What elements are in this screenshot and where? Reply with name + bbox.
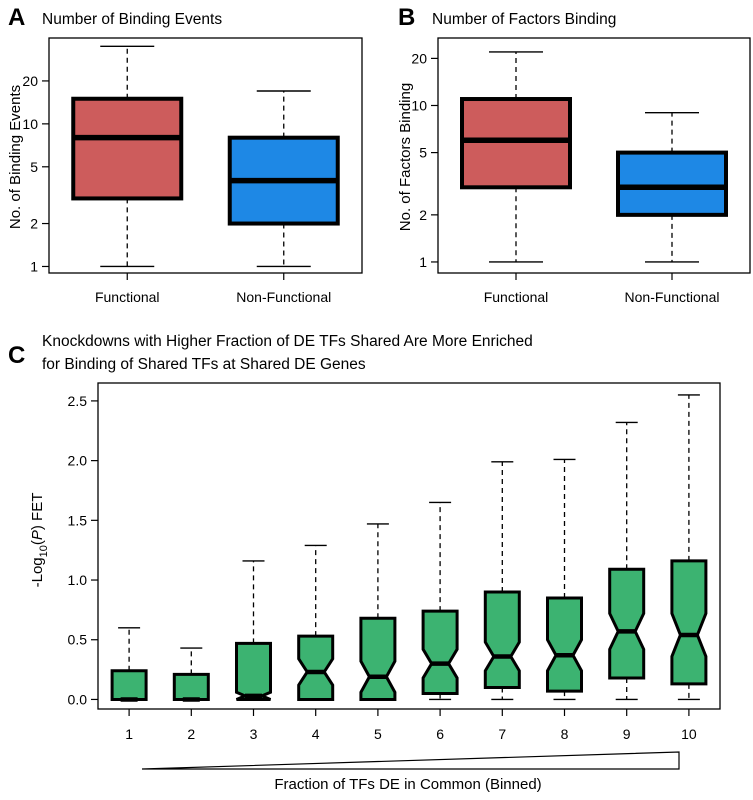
panel-c-box <box>483 590 521 690</box>
panel-c-fraction-wedge <box>141 751 680 770</box>
panel-b-ytick-label: 10 <box>411 97 427 113</box>
panel-a-ytick-label: 1 <box>30 258 38 274</box>
panel-a-xtick-label: Non-Functional <box>236 289 331 305</box>
panel-c-box <box>546 596 583 693</box>
panel-c-box <box>359 616 397 701</box>
panel-b-frame <box>437 37 751 274</box>
panel-c-xtick-label: 10 <box>681 726 697 742</box>
panel-c-box <box>235 641 272 701</box>
panel-c-xtick-label: 9 <box>623 726 631 742</box>
panel-c-box <box>608 567 646 680</box>
panel-c-ytick-label: 2.0 <box>68 453 88 469</box>
panel-c-title-line1: Knockdowns with Higher Fraction of DE TF… <box>42 333 533 350</box>
panel-c-ytick-label: 1.0 <box>68 572 88 588</box>
panel-a-ytick-label: 2 <box>30 216 38 232</box>
panel-a-xtick-label: Functional <box>95 289 160 305</box>
panel-c-xtick-label: 8 <box>561 726 569 742</box>
panel-c-ytick-label: 2.5 <box>68 393 88 409</box>
panel-b-ytick-label: 5 <box>419 145 427 161</box>
panel-c-title-line2: for Binding of Shared TFs at Shared DE G… <box>42 356 366 373</box>
panel-c-box <box>297 634 335 701</box>
panel-c-xtick-label: 2 <box>187 726 195 742</box>
panel-c-box <box>110 669 148 701</box>
panel-c-xtick-label: 7 <box>498 726 506 742</box>
panel-b-title: Number of Factors Binding <box>432 11 616 28</box>
panel-b-xtick-label: Functional <box>484 289 549 305</box>
panel-c-frame <box>97 382 721 710</box>
panel-c-xtick-label: 4 <box>312 726 320 742</box>
panel-b-xtick-label: Non-Functional <box>625 289 720 305</box>
panel-letter-c: C <box>8 342 25 369</box>
panel-c-xtick-label: 3 <box>250 726 258 742</box>
panel-c-xtick-label: 6 <box>436 726 444 742</box>
panel-a-ylabel: No. of Binding Events <box>7 85 24 229</box>
panel-a-title: Number of Binding Events <box>42 11 222 28</box>
panel-c-box <box>172 672 210 701</box>
panel-c-ytick-label: 0.5 <box>68 632 88 648</box>
panel-a-ytick-label: 20 <box>22 73 38 89</box>
panel-c-box <box>670 559 708 686</box>
panel-c-xlabel: Fraction of TFs DE in Common (Binned) <box>274 776 541 793</box>
panel-b-plot: 1 2 5 10 20 Functional Non-Functional <box>411 37 751 305</box>
panel-b-box <box>616 150 728 217</box>
panel-c-xtick-label: 1 <box>125 726 133 742</box>
panel-letter-b: B <box>398 4 415 31</box>
panel-c-plot: 0.0 0.5 1.0 1.5 2.0 2.5 1 2 3 4 5 6 7 8 9 10 <box>68 382 721 770</box>
panel-c-xtick-label: 5 <box>374 726 382 742</box>
panel-c-box <box>421 609 459 695</box>
panel-c-ytick-label: 1.5 <box>68 512 88 528</box>
panel-b-ytick-label: 2 <box>419 207 427 223</box>
panel-a-ytick-label: 10 <box>22 116 38 132</box>
panel-a-frame <box>48 37 363 274</box>
panel-a-box <box>71 96 184 201</box>
panel-b-ylabel: No. of Factors Binding <box>397 83 414 231</box>
panel-b-ytick-label: 1 <box>419 254 427 270</box>
panel-letter-a: A <box>8 4 25 31</box>
panel-b-box <box>460 97 572 190</box>
panel-a-plot: 1 2 5 10 20 Functional Non-Functional <box>22 37 363 305</box>
panel-a-ytick-label: 5 <box>30 159 38 175</box>
panel-c-ytick-label: 0.0 <box>68 691 88 707</box>
panel-c-ylabel: -Log10(P) FET <box>29 493 50 588</box>
panel-b-ytick-label: 20 <box>411 50 427 66</box>
